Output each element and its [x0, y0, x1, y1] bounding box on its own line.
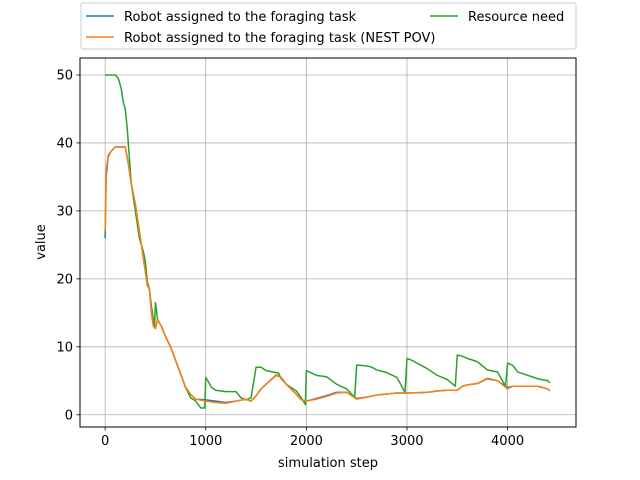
legend-label-resource-need: Resource need: [468, 10, 564, 25]
x-axis-label: simulation step: [278, 456, 378, 471]
y-tick-label: 20: [56, 272, 73, 287]
legend-box: [80, 2, 577, 50]
y-axis-label: value: [34, 224, 49, 260]
x-tick-label: 3000: [390, 434, 423, 449]
y-tick-label: 0: [65, 408, 73, 423]
series-line-resource-need: [105, 74, 551, 409]
legend-label-robot-assigned: Robot assigned to the foraging task: [124, 10, 357, 25]
x-tick-label: 0: [101, 434, 109, 449]
series-line-robot-assigned-nest-pov: [104, 146, 551, 404]
x-tick-label: 1000: [189, 434, 222, 449]
legend: Robot assigned to the foraging task Robo…: [80, 2, 577, 50]
y-tick-label: 50: [56, 68, 73, 83]
y-tick-label: 30: [56, 204, 73, 219]
plot-frame: [79, 57, 577, 428]
axis-ticks: 0 1000 2000 3000 4000 0 10 20 30 40 50: [56, 68, 524, 449]
y-tick-label: 40: [56, 136, 73, 151]
legend-label-robot-assigned-nest-pov: Robot assigned to the foraging task (NES…: [124, 31, 435, 46]
series-lines: [104, 74, 551, 409]
y-tick-label: 10: [56, 340, 73, 355]
x-tick-label: 2000: [290, 434, 323, 449]
grid: [80, 58, 576, 427]
x-tick-label: 4000: [491, 434, 524, 449]
